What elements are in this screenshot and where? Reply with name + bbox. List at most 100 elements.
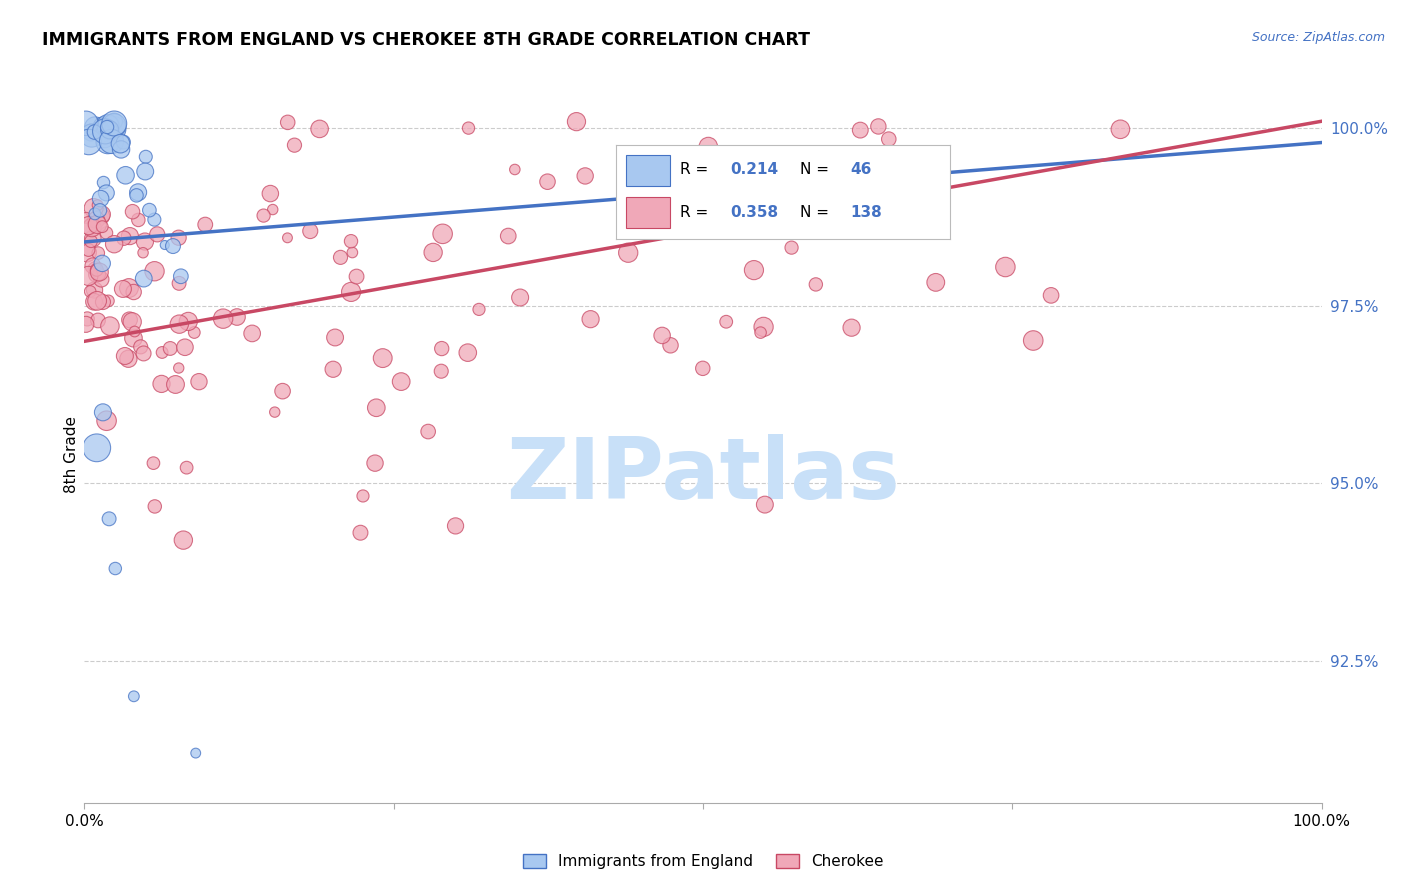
Point: [146, 227, 169, 242]
Point: [340, 285, 363, 299]
Point: [127, 213, 149, 227]
Point: [84, 120, 107, 135]
Point: [457, 121, 479, 136]
Point: [165, 377, 187, 392]
Point: [94, 121, 117, 136]
Point: [98, 319, 121, 334]
Point: [97, 119, 120, 133]
Point: [86, 217, 108, 231]
Point: [96, 186, 118, 200]
Point: [299, 224, 322, 238]
Point: [96, 120, 118, 134]
Point: [143, 212, 166, 227]
Point: [118, 229, 141, 244]
Point: [1022, 334, 1045, 348]
Point: [94, 124, 117, 138]
Point: [226, 310, 249, 324]
Point: [111, 282, 134, 296]
Point: [80, 128, 103, 143]
Point: [422, 245, 444, 260]
Point: [430, 342, 453, 356]
Point: [308, 122, 330, 136]
Point: [103, 119, 125, 133]
Point: [90, 192, 112, 206]
Point: [83, 125, 105, 139]
Text: ZIPatlas: ZIPatlas: [506, 434, 900, 517]
Point: [89, 203, 111, 218]
Point: [841, 320, 863, 334]
Point: [352, 489, 374, 503]
Point: [364, 456, 387, 470]
Point: [172, 533, 194, 548]
Point: [159, 342, 181, 356]
Point: [659, 338, 682, 352]
Point: [132, 346, 155, 360]
Point: [98, 512, 121, 526]
Point: [77, 135, 100, 149]
Point: [167, 361, 190, 376]
Point: [641, 189, 664, 203]
Point: [714, 315, 737, 329]
Point: [579, 312, 602, 326]
Point: [90, 209, 112, 223]
Point: [117, 351, 139, 366]
Point: [87, 246, 110, 260]
Point: [167, 277, 190, 291]
Point: [83, 283, 105, 297]
Point: [371, 351, 394, 365]
Point: [252, 209, 274, 223]
Point: [342, 245, 364, 260]
Point: [1109, 122, 1132, 136]
Point: [84, 268, 107, 282]
Point: [87, 313, 110, 327]
Point: [177, 314, 200, 328]
Point: [134, 164, 156, 178]
Point: [83, 294, 105, 309]
Point: [84, 213, 107, 227]
Point: [90, 272, 112, 286]
Point: [176, 460, 198, 475]
Point: [100, 135, 122, 149]
Point: [277, 115, 299, 129]
Point: [565, 114, 588, 128]
Point: [122, 690, 145, 704]
Point: [80, 234, 103, 248]
Point: [132, 245, 155, 260]
Point: [82, 259, 104, 273]
Point: [143, 264, 166, 278]
Point: [103, 116, 125, 130]
Point: [142, 456, 165, 470]
Point: [114, 168, 136, 182]
Point: [150, 345, 173, 359]
Point: [503, 162, 526, 177]
Point: [84, 262, 107, 277]
Point: [93, 176, 115, 190]
Point: [89, 267, 111, 281]
Point: [80, 126, 103, 140]
Point: [697, 139, 720, 153]
Point: [169, 317, 191, 331]
Point: [96, 226, 118, 240]
Point: [900, 222, 922, 236]
Point: [75, 211, 97, 225]
Point: [138, 203, 160, 218]
Point: [110, 143, 132, 157]
Point: [240, 326, 263, 341]
Point: [134, 235, 156, 249]
Point: [143, 500, 166, 514]
Point: [98, 123, 121, 137]
Point: [90, 207, 112, 221]
Point: [322, 362, 344, 376]
Point: [925, 276, 948, 290]
Point: [271, 384, 294, 399]
Point: [86, 262, 108, 277]
Point: [340, 234, 363, 248]
Point: [389, 375, 412, 389]
Point: [167, 231, 190, 245]
Point: [91, 219, 114, 234]
Point: [184, 746, 207, 760]
Point: [742, 263, 765, 277]
Point: [112, 135, 135, 149]
Point: [77, 219, 100, 233]
Point: [276, 231, 298, 245]
